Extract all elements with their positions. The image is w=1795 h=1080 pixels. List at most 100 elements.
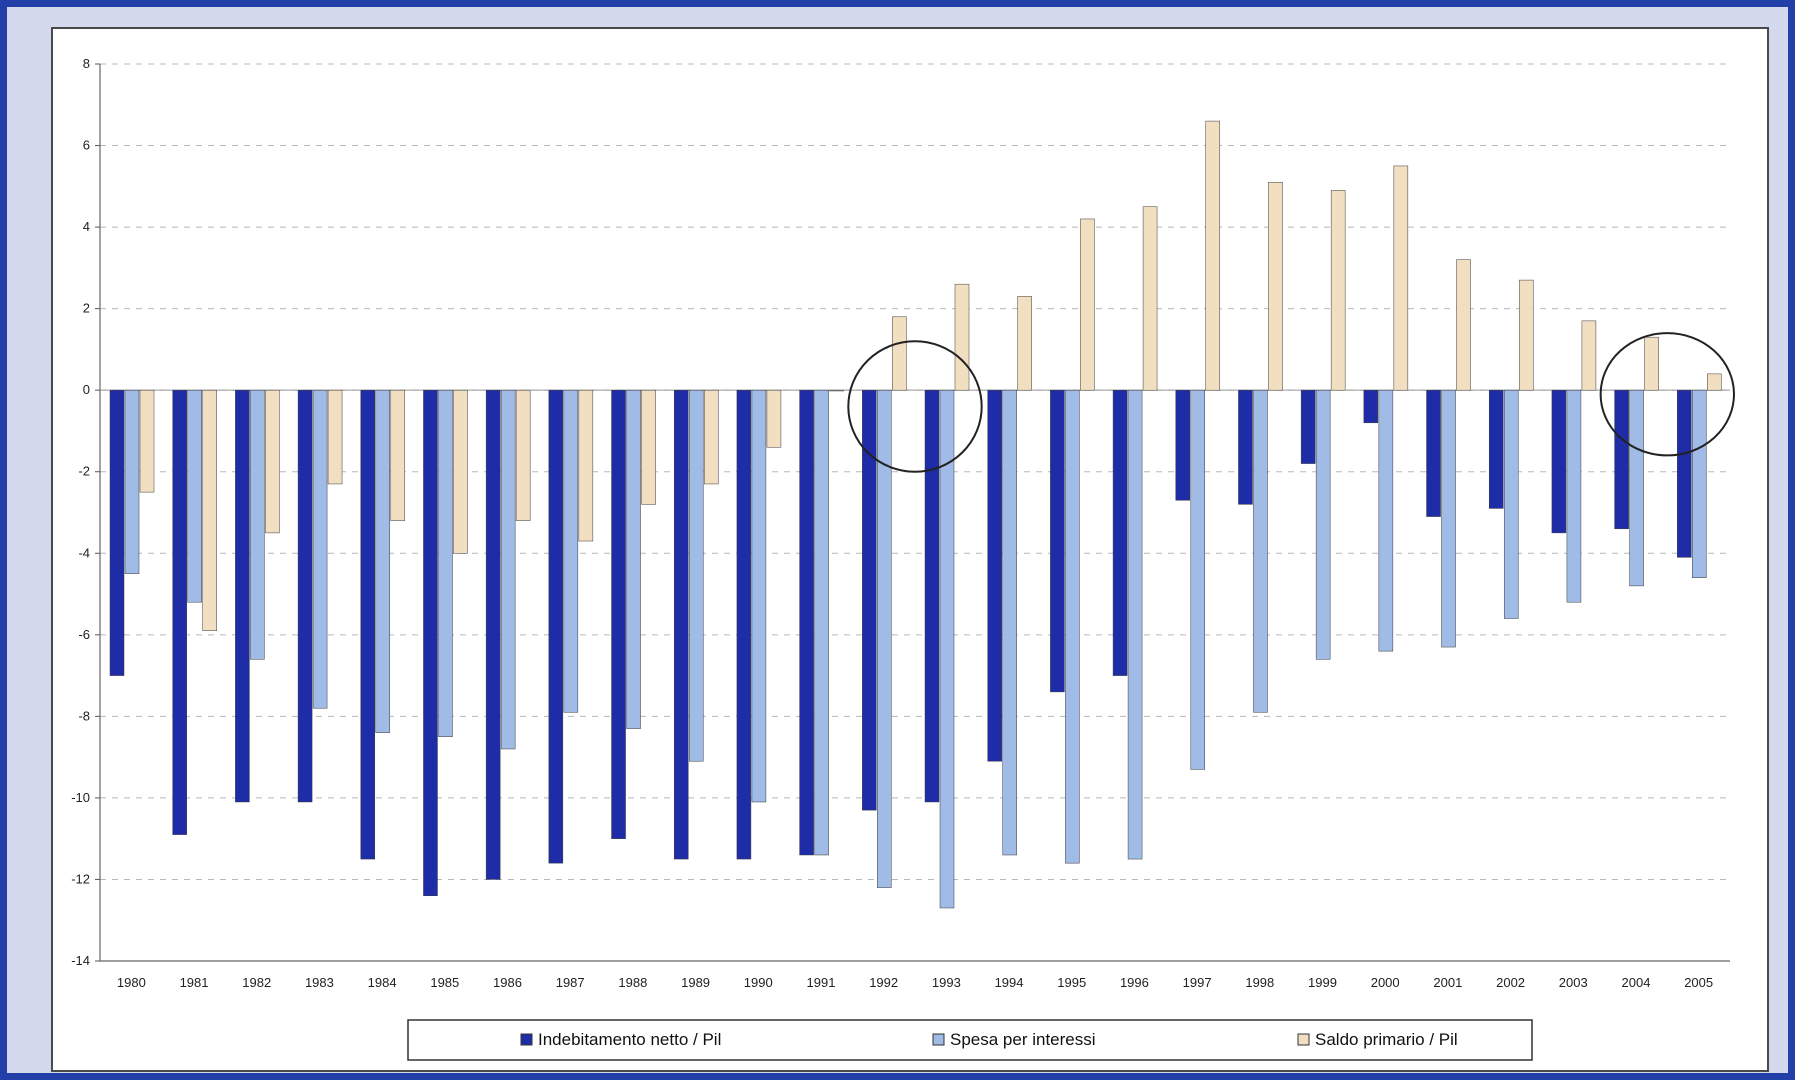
bar-saldo-primario-pil-2004: [1644, 336, 1659, 391]
bar-indebitamento-netto-pil-1984: [360, 389, 376, 860]
bar-spesa-per-interessi-2002: [1503, 389, 1519, 619]
bar-indebitamento-netto-pil-1994: [987, 389, 1002, 762]
x-tick-label-1994: 1994: [995, 975, 1024, 990]
x-tick-label-2001: 2001: [1433, 975, 1462, 990]
bar-spesa-per-interessi-1999: [1315, 389, 1331, 660]
bar-indebitamento-netto-pil-1998: [1238, 389, 1253, 505]
bar-saldo-primario-pil-2003: [1581, 320, 1597, 391]
bar-saldo-primario-pil-1984: [390, 389, 406, 521]
y-tick-labels: 8 6 4 2 0 -2 -4 -6 -8 -10 -12 -14: [71, 56, 90, 968]
x-tick-label-1992: 1992: [869, 975, 898, 990]
legend-swatch-1: [932, 1033, 945, 1046]
bar-indebitamento-netto-pil-1995: [1050, 389, 1065, 693]
bar-spesa-per-interessi-1990: [751, 389, 767, 803]
bar-indebitamento-netto-pil-1987: [548, 389, 564, 864]
bar-indebitamento-netto-pil-1983: [297, 389, 313, 803]
y-tick-label: 4: [83, 219, 90, 234]
x-tick-label-1981: 1981: [180, 975, 209, 990]
bar-spesa-per-interessi-1995: [1065, 389, 1080, 864]
x-tick-label-1999: 1999: [1308, 975, 1337, 990]
legend: Indebitamento netto / Pil Spesa per inter…: [407, 1019, 1533, 1061]
x-tick-label-1982: 1982: [242, 975, 271, 990]
bar-spesa-per-interessi-1997: [1190, 389, 1206, 770]
bar-spesa-per-interessi-1985: [438, 389, 453, 737]
bar-indebitamento-netto-pil-2001: [1426, 389, 1441, 517]
bar-indebitamento-netto-pil-1986: [485, 389, 501, 880]
axes: [95, 63, 1730, 962]
x-tick-label-1980: 1980: [117, 975, 146, 990]
y-tick-label: 0: [83, 382, 90, 397]
annotation-circles: [847, 332, 1736, 473]
bar-saldo-primario-pil-1991: [829, 389, 844, 392]
bar-saldo-primario-pil-1983: [327, 389, 343, 485]
bar-saldo-primario-pil-1993: [954, 283, 970, 391]
legend-label-0: Indebitamento netto / Pil: [538, 1030, 721, 1049]
bar-spesa-per-interessi-2003: [1566, 389, 1582, 603]
bar-saldo-primario-pil-1988: [641, 389, 656, 505]
bar-indebitamento-netto-pil-1990: [736, 389, 752, 860]
bar-saldo-primario-pil-1999: [1330, 190, 1346, 391]
bars: [109, 120, 1722, 909]
x-tick-label-1984: 1984: [368, 975, 397, 990]
bar-indebitamento-netto-pil-1999: [1300, 389, 1316, 464]
bar-saldo-primario-pil-1998: [1268, 181, 1283, 391]
bar-spesa-per-interessi-1996: [1127, 389, 1143, 860]
x-tick-label-2002: 2002: [1496, 975, 1525, 990]
bar-indebitamento-netto-pil-1981: [172, 389, 187, 835]
bar-saldo-primario-pil-2005: [1707, 373, 1722, 391]
bar-spesa-per-interessi-1993: [939, 389, 955, 909]
x-tick-label-1987: 1987: [556, 975, 585, 990]
y-tick-label: -2: [78, 464, 90, 479]
bar-saldo-primario-pil-2000: [1393, 165, 1409, 391]
x-tick-label-1997: 1997: [1183, 975, 1212, 990]
bar-indebitamento-netto-pil-1991: [799, 389, 814, 856]
bar-saldo-primario-pil-1996: [1142, 206, 1158, 391]
bar-saldo-primario-pil-1990: [766, 389, 782, 448]
bar-indebitamento-netto-pil-2004: [1614, 389, 1629, 530]
bar-spesa-per-interessi-1991: [814, 389, 829, 856]
y-tick-label: 8: [83, 56, 90, 71]
bar-indebitamento-netto-pil-2003: [1551, 389, 1567, 534]
bar-saldo-primario-pil-1986: [515, 389, 531, 521]
bar-spesa-per-interessi-2004: [1629, 389, 1644, 587]
bar-saldo-primario-pil-2002: [1518, 279, 1534, 391]
bar-indebitamento-netto-pil-1982: [235, 389, 250, 803]
y-tick-label: 6: [83, 138, 90, 153]
bar-saldo-primario-pil-1994: [1017, 296, 1032, 391]
x-tick-label-1988: 1988: [618, 975, 647, 990]
bar-spesa-per-interessi-1992: [877, 389, 892, 888]
y-tick-label: -6: [78, 627, 90, 642]
y-tick-label: -10: [71, 790, 90, 805]
chart-panel: 1980 1981 1982 1983 1984 1985 1986 1987 1988 1989…: [51, 27, 1769, 1072]
bar-spesa-per-interessi-2000: [1378, 389, 1394, 652]
x-tick-label-1995: 1995: [1057, 975, 1086, 990]
bar-indebitamento-netto-pil-1993: [924, 389, 940, 803]
bar-saldo-primario-pil-1985: [453, 389, 468, 554]
annotation-circle-1992-1993: [847, 340, 983, 473]
y-tick-label: -4: [78, 545, 90, 560]
x-tick-label-1993: 1993: [932, 975, 961, 990]
bar-saldo-primario-pil-1980: [139, 389, 155, 493]
x-tick-label-1991: 1991: [807, 975, 836, 990]
x-tick-label-2005: 2005: [1684, 975, 1713, 990]
bar-indebitamento-netto-pil-2005: [1677, 389, 1692, 558]
bar-saldo-primario-pil-1981: [202, 389, 217, 631]
bar-spesa-per-interessi-2001: [1441, 389, 1456, 648]
x-tick-label-1985: 1985: [430, 975, 459, 990]
x-tick-label-1986: 1986: [493, 975, 522, 990]
bar-indebitamento-netto-pil-1988: [611, 389, 626, 839]
annotation-circle-2004-2005: [1599, 332, 1736, 457]
legend-label-1: Spesa per interessi: [950, 1030, 1096, 1049]
x-tick-label-1990: 1990: [744, 975, 773, 990]
x-tick-label-2004: 2004: [1622, 975, 1651, 990]
bar-chart: 1980 1981 1982 1983 1984 1985 1986 1987 1988 1989…: [71, 56, 1736, 1061]
bar-spesa-per-interessi-1988: [626, 389, 641, 729]
x-tick-label-1998: 1998: [1245, 975, 1274, 990]
y-tick-label: 2: [83, 301, 90, 316]
legend-swatch-0: [520, 1033, 533, 1046]
bar-spesa-per-interessi-1981: [187, 389, 202, 603]
x-tick-label-1989: 1989: [681, 975, 710, 990]
bar-indebitamento-netto-pil-1996: [1112, 389, 1128, 676]
legend-swatch-2: [1297, 1033, 1310, 1046]
bar-spesa-per-interessi-1983: [312, 389, 328, 709]
